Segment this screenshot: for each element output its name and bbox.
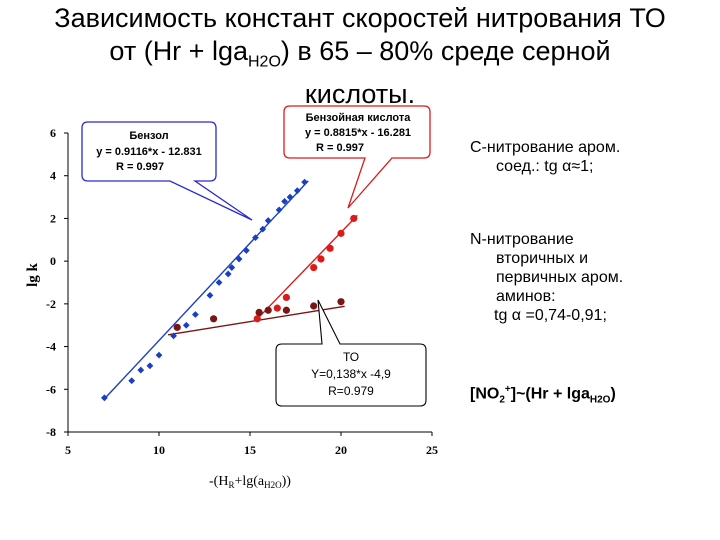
callout-benzene-box [81, 121, 253, 221]
data-point-series-0 [259, 225, 267, 233]
data-point-series-2 [282, 306, 290, 314]
note-n-nitration-line-4: аминов: [496, 288, 556, 305]
y-axis-label: lg k [25, 262, 41, 286]
x-tick-label: 15 [244, 443, 256, 457]
x-axis-label-end: )) [282, 474, 292, 489]
data-point-series-0 [101, 394, 108, 402]
data-point-series-2 [310, 302, 318, 310]
data-point-series-0 [264, 217, 272, 224]
callout-to-box [275, 299, 427, 407]
note-n-nitration-line-2: вторичных и [496, 250, 589, 267]
data-point-series-2 [210, 315, 218, 323]
note-c-nitration-line-1: С-нитрование аром. [470, 139, 621, 156]
data-point-series-0 [228, 264, 236, 271]
data-point-series-0 [281, 197, 288, 205]
y-tick-label: 2 [50, 211, 56, 225]
trend-line-series-0 [103, 180, 309, 400]
data-point-series-0 [301, 178, 308, 186]
callout-benzoic-box [283, 105, 431, 209]
data-point-series-0 [215, 279, 223, 286]
data-point-series-1 [282, 293, 290, 302]
formula-start: [NO [470, 385, 500, 403]
data-point-series-1 [337, 229, 345, 237]
y-tick-label: 0 [50, 254, 56, 268]
x-axis-label: -(HR+lg(aH2O)) [209, 474, 291, 490]
x-tick-label: 10 [153, 443, 165, 457]
y-tick-label: 6 [50, 126, 56, 140]
data-point-series-0 [224, 270, 232, 278]
callout-benzoic-r: R = 0.997 [316, 142, 364, 154]
title-line-2: от (Hr + lgaH2O) в 65 – 80% среде серной [0, 35, 720, 78]
data-point-series-0 [128, 377, 136, 385]
note-n-nitration-line-3: первичных аром. [496, 269, 624, 286]
callout-benzene-r: R = 0.997 [116, 161, 164, 173]
data-point-series-0 [252, 234, 259, 242]
slide-title: Зависимость констант скоростей нитровани… [0, 2, 720, 111]
title-line-2-end: ) в 65 – 80% среде серной [280, 36, 611, 66]
data-point-series-0 [155, 351, 163, 359]
data-points [101, 178, 358, 402]
data-point-series-1 [273, 304, 281, 312]
callout-benzene-equation: y = 0.9116*x - 12.831 [96, 146, 202, 158]
callouts: Бензол y = 0.9116*x - 12.831 R = 0.997 Б… [81, 105, 431, 407]
y-tick-label: -4 [46, 340, 56, 354]
data-point-series-2 [255, 308, 263, 316]
callout-benzene-title: Бензол [129, 130, 168, 142]
note-n-nitration: N-нитрование вторичных и первичных аром.… [470, 230, 670, 325]
callout-to-equation: Y=0,138*x -4,9 [311, 367, 391, 381]
data-point-series-0 [286, 193, 294, 201]
note-c-nitration-line-2: соед.: tg α≈1; [496, 158, 594, 175]
y-tick-label: -8 [46, 425, 56, 439]
data-point-series-1 [253, 315, 261, 323]
y-tick-label: -2 [46, 297, 56, 311]
data-point-series-0 [192, 311, 199, 318]
callout-benzoic-equation: y = 0.8815*x - 16.281 [305, 127, 411, 139]
formula-sub-2: 2 [499, 394, 505, 406]
note-formula: [NO2+]~(Hr + lgaH2O) [470, 380, 700, 410]
data-point-series-0 [206, 291, 214, 299]
x-axis-label-start: -(H [209, 474, 228, 489]
data-point-series-0 [182, 321, 190, 329]
x-tick-label: 5 [65, 443, 71, 457]
title-line-1: Зависимость констант скоростей нитровани… [54, 3, 666, 33]
formula-sub-h2o: H2O [589, 394, 611, 406]
x-tick-label: 25 [426, 443, 438, 457]
data-point-series-0 [293, 187, 301, 195]
data-point-series-1 [310, 263, 318, 272]
data-point-series-0 [146, 362, 154, 370]
x-axis-label-mid: +lg(a [234, 474, 264, 489]
x-tick-label: 20 [335, 443, 347, 457]
title-line-2-subscript: H2O [247, 53, 281, 71]
data-point-series-0 [137, 366, 145, 374]
x-axis-label-sub-r: R [228, 480, 234, 490]
data-point-series-0 [235, 255, 243, 263]
title-line-3: кислоты. [304, 79, 416, 110]
data-point-series-1 [326, 244, 334, 252]
callout-to-r: R=0.979 [328, 384, 374, 398]
data-point-series-2 [264, 306, 272, 314]
x-axis-label-sub-h2o: H2O [264, 480, 282, 490]
formula-end: ) [610, 385, 616, 403]
title-line-2-start: от (Hr + lga [109, 36, 248, 66]
data-point-series-2 [173, 323, 181, 331]
callout-benzoic-title: Бензойная кислота [306, 112, 412, 124]
data-point-series-0 [275, 206, 283, 214]
callout-to-title: ТО [343, 350, 359, 364]
formula-sup-plus: + [504, 384, 511, 395]
data-point-series-0 [170, 332, 177, 340]
formula-mid: ]~(Hr + lga [510, 385, 590, 403]
data-point-series-1 [317, 255, 325, 263]
data-point-series-0 [242, 247, 250, 254]
y-tick-label: 4 [50, 169, 56, 183]
note-n-nitration-line-1: N-нитрование [470, 231, 574, 248]
note-n-nitration-line-5: tg α =0,74-0,91; [494, 307, 607, 324]
y-tick-label: -6 [46, 382, 56, 396]
note-c-nitration: С-нитрование аром. соед.: tg α≈1; [470, 138, 670, 176]
data-point-series-1 [350, 214, 358, 223]
data-point-series-2 [337, 298, 345, 306]
